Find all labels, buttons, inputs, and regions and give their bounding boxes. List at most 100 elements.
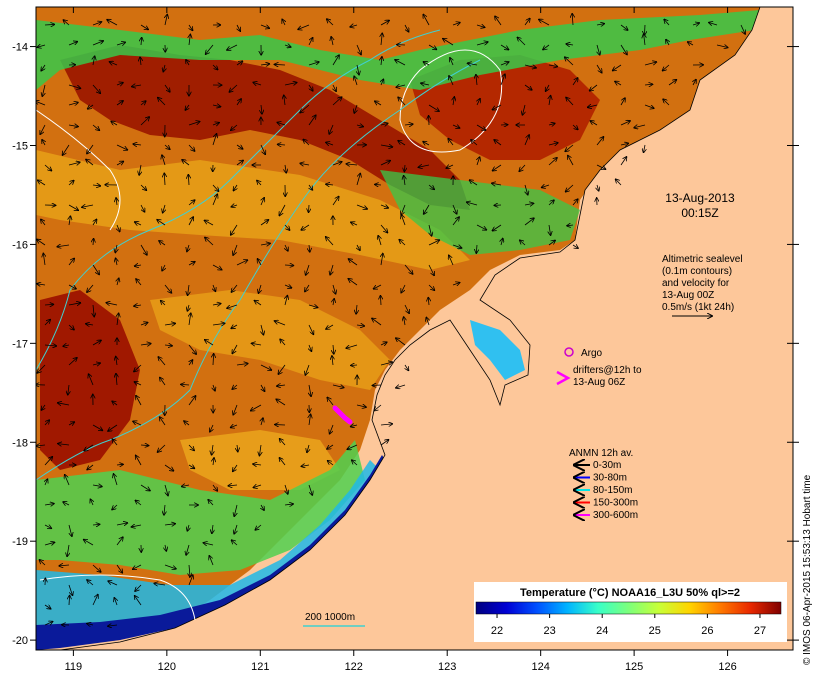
velocity-arrow <box>333 84 336 91</box>
velocity-arrow <box>452 23 460 25</box>
velocity-arrow <box>92 485 102 487</box>
velocity-arrow <box>476 25 485 27</box>
velocity-arrow <box>347 444 358 449</box>
y-tick-label: -18 <box>12 437 28 449</box>
velocity-arrow <box>452 204 457 214</box>
velocity-arrow <box>260 364 271 370</box>
velocity-arrow <box>68 204 78 210</box>
velocity-arrow <box>306 264 310 275</box>
velocity-arrow <box>524 65 536 68</box>
velocity-arrow <box>300 104 310 113</box>
velocity-arrow <box>448 139 454 146</box>
velocity-arrow <box>261 198 264 206</box>
velocity-arrow <box>212 123 219 125</box>
velocity-arrow <box>668 80 676 86</box>
velocity-arrow <box>136 396 142 406</box>
y-tick-label: -20 <box>12 635 28 647</box>
velocity-arrow <box>693 80 696 86</box>
velocity-arrow <box>140 101 146 105</box>
velocity-arrow <box>664 19 670 26</box>
velocity-arrow <box>231 205 238 207</box>
velocity-arrow <box>92 84 100 93</box>
velocity-arrow <box>421 83 430 85</box>
velocity-arrow <box>164 345 172 346</box>
velocity-arrow <box>113 474 118 486</box>
velocity-arrow <box>449 255 454 266</box>
velocity-arrow <box>309 384 311 396</box>
velocity-arrow <box>549 224 551 235</box>
velocity-arrow <box>112 439 118 446</box>
velocity-arrow <box>285 484 288 494</box>
velocity-arrow <box>108 581 118 586</box>
velocity-arrow <box>182 160 190 166</box>
velocity-arrow <box>68 84 80 88</box>
velocity-arrow <box>44 605 51 609</box>
velocity-arrow <box>186 544 189 555</box>
velocity-arrow <box>548 65 557 67</box>
velocity-arrow <box>492 104 502 110</box>
velocity-arrow <box>189 34 190 46</box>
velocity-arrow <box>237 24 240 31</box>
velocity-arrow <box>452 125 460 128</box>
sst-hot-patch-north <box>60 45 470 210</box>
velocity-arrow <box>260 144 265 154</box>
velocity-arrow <box>231 284 238 292</box>
x-tick-label: 119 <box>65 661 83 673</box>
velocity-arrow <box>398 141 406 146</box>
velocity-arrow <box>135 222 142 225</box>
velocity-arrow <box>309 244 310 252</box>
velocity-arrow <box>644 62 656 66</box>
velocity-arrow <box>380 205 388 208</box>
velocity-arrow <box>92 185 100 186</box>
velocity-arrow <box>348 279 358 286</box>
velocity-arrow <box>346 164 358 165</box>
velocity-arrow <box>164 504 165 515</box>
velocity-arrow <box>524 135 529 146</box>
velocity-arrow <box>140 24 148 30</box>
velocity-arrow <box>357 64 359 75</box>
velocity-arrow <box>163 204 165 213</box>
velocity-arrow <box>301 224 310 230</box>
velocity-arrow <box>332 385 344 388</box>
velocity-arrow <box>565 144 574 151</box>
velocity-arrow <box>333 284 336 294</box>
velocity-arrow <box>115 244 117 252</box>
velocity-arrow <box>260 25 269 28</box>
velocity-arrow <box>140 117 149 126</box>
velocity-arrow <box>116 101 123 106</box>
colorbar-tick-label: 22 <box>491 625 503 637</box>
velocity-arrow <box>380 145 392 147</box>
altimetry-note: Altimetric sealevel (0.1m contours) and … <box>662 254 743 316</box>
velocity-arrow <box>588 105 598 107</box>
velocity-arrow <box>82 205 94 207</box>
velocity-arrow <box>231 325 238 328</box>
velocity-arrow <box>277 122 286 125</box>
velocity-arrow <box>539 19 550 26</box>
velocity-arrow <box>468 63 478 65</box>
velocity-arrow <box>500 74 505 86</box>
velocity-arrow <box>401 215 406 226</box>
velocity-arrow <box>187 304 189 311</box>
anmn-item-label: 150-300m <box>593 498 638 509</box>
velocity-arrow <box>284 95 285 106</box>
velocity-arrow <box>332 197 339 206</box>
velocity-arrow <box>188 200 195 206</box>
anmn-title: ANMN 12h av. <box>569 448 633 459</box>
velocity-arrow <box>133 564 142 569</box>
velocity-arrow <box>620 98 625 106</box>
velocity-arrow <box>69 524 72 536</box>
velocity-arrow <box>67 544 69 556</box>
colorbar-gradient <box>475 601 782 615</box>
velocity-arrow <box>251 343 262 345</box>
velocity-arrow <box>140 184 146 190</box>
sst-cyan-band <box>36 460 380 625</box>
velocity-arrow <box>165 15 167 26</box>
velocity-arrow <box>692 23 699 25</box>
velocity-arrow <box>279 204 286 215</box>
velocity-arrow <box>84 444 94 451</box>
velocity-arrow <box>212 184 219 191</box>
velocity-arrow <box>136 279 142 286</box>
velocity-arrow <box>42 84 45 96</box>
velocity-arrow <box>395 60 406 66</box>
